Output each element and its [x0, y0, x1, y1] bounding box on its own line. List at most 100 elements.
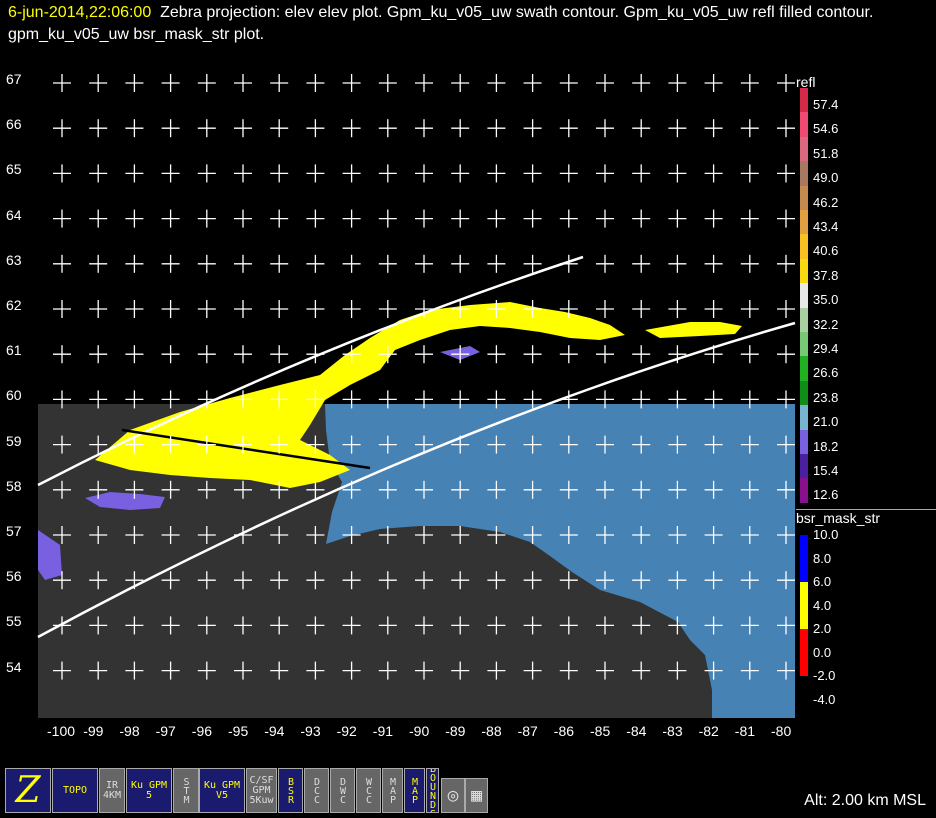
toolbar-button-wcc[interactable]: WCC — [356, 768, 381, 813]
lon-label: -84 — [626, 723, 647, 739]
refl-value: 46.2 — [813, 194, 839, 210]
refl-swatch — [800, 210, 808, 235]
refl-value: 32.2 — [813, 316, 839, 332]
bsr-value: 2.0 — [813, 621, 832, 636]
toolbar-button-bsr[interactable]: BSR — [278, 768, 303, 813]
refl-swatch — [800, 405, 808, 430]
refl-swatch — [800, 112, 808, 137]
lon-label: -82 — [698, 723, 719, 739]
toolbar-button-topo[interactable]: TOPO — [52, 768, 98, 813]
bsr-swatch — [800, 582, 808, 629]
refl-swatch — [800, 88, 808, 113]
lon-label: -99 — [83, 723, 104, 739]
lon-label: -94 — [264, 723, 285, 739]
bsr-legend-title: bsr_mask_str — [796, 510, 881, 526]
lon-label: -85 — [590, 723, 611, 739]
refl-value: 49.0 — [813, 170, 839, 186]
refl-value: 54.6 — [813, 121, 839, 137]
refl-value: 21.0 — [813, 414, 839, 430]
toolbar-button-ku-gpm-5[interactable]: Ku GPM 5 — [126, 768, 172, 813]
lon-label: -80 — [771, 723, 792, 739]
cross-section-line — [121, 428, 371, 470]
altitude-readout: Alt: 2.00 km MSL — [804, 792, 926, 809]
lon-label: -86 — [553, 723, 575, 739]
lat-label: 65 — [6, 161, 22, 178]
refl-value: 23.8 — [813, 389, 839, 405]
lat-label: 56 — [6, 568, 22, 585]
lon-label: -97 — [155, 723, 176, 739]
refl-swatch — [800, 258, 808, 284]
refl-swatch — [800, 283, 808, 308]
map-plot[interactable] — [0, 0, 936, 760]
lat-label: 58 — [6, 477, 22, 494]
lon-label: -91 — [372, 723, 394, 739]
refl-swatch — [800, 454, 808, 479]
lat-label: 66 — [6, 116, 22, 133]
toolbar-button--[interactable]: ◎ — [441, 778, 465, 813]
refl-value: 26.6 — [813, 365, 839, 381]
toolbar-button--[interactable]: ▦ — [465, 778, 488, 813]
refl-swatch — [800, 161, 808, 186]
toolbar-button-c-sf-gpm-5kuw[interactable]: C/SF GPM 5Kuw — [246, 768, 277, 813]
refl-value: 35.0 — [813, 292, 839, 308]
toolbar-button-dcc[interactable]: DCC — [304, 768, 329, 813]
toolbar-button-ku-gpm-v5[interactable]: Ku GPM V5 — [199, 768, 245, 813]
refl-swatch — [800, 185, 808, 210]
lon-label: -87 — [517, 723, 538, 739]
lat-lon-grid — [53, 74, 795, 680]
bsr-value: 10.0 — [813, 527, 839, 542]
lat-label: 59 — [6, 432, 22, 449]
toolbar-button-map[interactable]: MAP — [382, 768, 403, 813]
toolbar-button-dwc[interactable]: DWC — [330, 768, 355, 813]
refl-swatch — [800, 380, 808, 406]
refl-swatch — [800, 234, 808, 259]
swath-edge-lower — [37, 321, 796, 639]
refl-swatch — [800, 478, 808, 503]
lon-label: -83 — [662, 723, 683, 739]
refl-value: 29.4 — [813, 341, 839, 356]
bsr-value: 8.0 — [813, 550, 832, 566]
lon-label: -92 — [336, 723, 357, 739]
refl-value: 18.2 — [813, 438, 839, 454]
refl-value: 57.4 — [813, 97, 839, 112]
toolbar-button-bounds[interactable]: BOUNDS — [426, 768, 439, 813]
toolbar-button-map[interactable]: MAP — [404, 768, 425, 813]
lon-label: -90 — [409, 723, 430, 739]
lon-label: -89 — [445, 723, 466, 739]
reflectivity-echoes — [95, 302, 742, 488]
bsr-swatch — [800, 535, 808, 582]
bsr-swatch — [800, 629, 808, 676]
lat-label: 67 — [6, 71, 22, 87]
refl-swatch — [800, 307, 808, 332]
lon-label: -95 — [228, 723, 249, 739]
refl-value: 37.8 — [813, 267, 839, 283]
lon-label: -81 — [734, 723, 756, 739]
refl-legend-title: refl — [796, 74, 816, 90]
swath-edge-upper — [37, 255, 584, 487]
title-text: Zebra projection: elev elev plot. Gpm_ku… — [8, 4, 874, 43]
toolbar-button-z[interactable]: Z — [5, 768, 51, 813]
refl-swatch — [800, 332, 808, 357]
refl-value: 43.4 — [813, 219, 839, 234]
bsr-value: 0.0 — [813, 644, 832, 660]
timestamp: 6-jun-2014,22:06:00 — [8, 4, 152, 21]
toolbar-button-stm[interactable]: STM — [173, 768, 199, 813]
lat-label: 62 — [6, 297, 22, 313]
lon-label: -100 — [47, 723, 76, 739]
lat-label: 57 — [6, 523, 22, 539]
lon-label: -93 — [300, 723, 321, 739]
plot-title: 6-jun-2014,22:06:00 Zebra projection: el… — [8, 2, 933, 46]
refl-value: 12.6 — [813, 487, 839, 503]
lon-label: -98 — [119, 723, 140, 739]
toolbar-button-ir-4km[interactable]: IR 4KM — [99, 768, 125, 813]
lat-label: 64 — [6, 206, 22, 223]
lat-label: 60 — [6, 387, 22, 404]
bsr-value: 4.0 — [813, 597, 832, 613]
bsr-value: 6.0 — [813, 574, 832, 589]
lat-label: 55 — [6, 613, 22, 630]
refl-swatch — [800, 429, 808, 454]
refl-value: 40.6 — [813, 243, 839, 259]
refl-value: 51.8 — [813, 145, 839, 161]
bsr-value: -4.0 — [813, 691, 836, 707]
refl-swatch — [800, 356, 808, 381]
